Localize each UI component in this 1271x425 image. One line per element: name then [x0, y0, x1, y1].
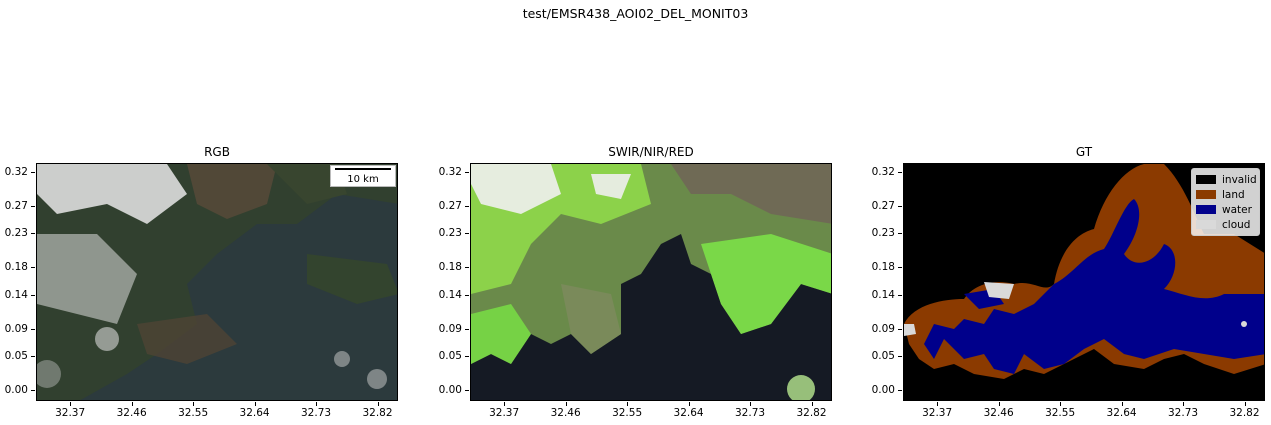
legend-swatch-water — [1196, 205, 1216, 214]
y-tick-label: 0.18 — [422, 261, 469, 273]
legend-label-cloud: cloud — [1222, 218, 1251, 231]
x-tick-label: 32.64 — [664, 402, 714, 419]
figure-title: test/EMSR438_AOI02_DEL_MONIT03 — [522, 6, 749, 21]
swir-image — [471, 164, 831, 400]
y-tick-label: 0.05 — [0, 350, 35, 362]
y-tick-label: 0.27 — [855, 200, 902, 212]
y-tick-label: 0.05 — [422, 350, 469, 362]
y-tick-label: 0.14 — [0, 289, 35, 301]
x-tick-label: 32.73 — [725, 402, 775, 419]
x-tick-label: 32.55 — [168, 402, 218, 419]
x-tick-label: 32.82 — [353, 402, 403, 419]
rgb-image-frame: 10 km — [36, 163, 398, 401]
x-tick-label: 32.37 — [45, 402, 95, 419]
y-tick-label: 0.00 — [0, 384, 35, 396]
x-tick-label: 32.55 — [1035, 402, 1085, 419]
legend-swatch-cloud — [1196, 220, 1216, 229]
y-tick-label: 0.27 — [0, 200, 35, 212]
panel-title-swir: SWIR/NIR/RED — [608, 145, 694, 159]
x-tick-label: 32.73 — [291, 402, 341, 419]
panel-gt: GT invalid land water — [872, 145, 1265, 419]
swir-image-frame — [470, 163, 832, 401]
y-tick-label: 0.09 — [422, 323, 469, 335]
gt-image-frame: invalid land water cloud — [903, 163, 1265, 401]
x-tick-label: 32.37 — [479, 402, 529, 419]
y-tick-label: 0.14 — [422, 289, 469, 301]
legend-item-land: land — [1196, 187, 1255, 202]
x-tick-label: 32.37 — [912, 402, 962, 419]
panel-title-gt: GT — [1075, 145, 1093, 159]
y-tick-label: 0.27 — [422, 200, 469, 212]
scale-bar: 10 km — [330, 165, 396, 187]
y-tick-label: 0.32 — [855, 166, 902, 178]
y-tick-label: 0.18 — [855, 261, 902, 273]
y-tick-label: 0.32 — [422, 166, 469, 178]
y-tick-label: 0.09 — [0, 323, 35, 335]
y-tick-label: 0.09 — [855, 323, 902, 335]
panel-rgb: RGB 10 km 0.32 0.27 0.23 0.18 0.14 0.09 0.05 0.… — [5, 145, 398, 419]
x-tick-label: 32.73 — [1158, 402, 1208, 419]
legend-label-water: water — [1222, 203, 1252, 216]
panel-title-rgb: RGB — [204, 145, 230, 159]
y-tick-label: 0.32 — [0, 166, 35, 178]
scale-bar-line — [335, 168, 391, 170]
y-tick-label: 0.05 — [855, 350, 902, 362]
legend-item-invalid: invalid — [1196, 172, 1257, 187]
x-tick-label: 32.64 — [1097, 402, 1147, 419]
x-tick-label: 32.55 — [602, 402, 652, 419]
legend-swatch-invalid — [1196, 175, 1216, 184]
x-tick-label: 32.46 — [107, 402, 157, 419]
gt-image — [904, 164, 1264, 400]
y-tick-label: 0.23 — [0, 227, 35, 239]
x-tick-label: 32.46 — [974, 402, 1024, 419]
rgb-image — [37, 164, 397, 400]
legend-item-cloud: cloud — [1196, 217, 1255, 232]
x-tick-label: 32.46 — [541, 402, 591, 419]
legend-label-invalid: invalid — [1222, 173, 1257, 186]
legend-label-land: land — [1222, 188, 1245, 201]
legend-item-water: water — [1196, 202, 1255, 217]
x-tick-label: 32.64 — [230, 402, 280, 419]
y-tick-label: 0.23 — [855, 227, 902, 239]
scale-bar-label: 10 km — [347, 174, 379, 185]
x-tick-label: 32.82 — [1220, 402, 1270, 419]
x-tick-label: 32.82 — [787, 402, 837, 419]
y-tick-label: 0.14 — [855, 289, 902, 301]
y-tick-label: 0.23 — [422, 227, 469, 239]
legend-swatch-land — [1196, 190, 1216, 199]
y-tick-label: 0.00 — [422, 384, 469, 396]
legend: invalid land water cloud — [1191, 168, 1260, 236]
y-tick-label: 0.18 — [0, 261, 35, 273]
panel-swir-nir-red: SWIR/NIR/RED 0.32 0.27 0.23 0.18 0.14 0.09 0.0… — [439, 145, 832, 419]
y-tick-label: 0.00 — [855, 384, 902, 396]
